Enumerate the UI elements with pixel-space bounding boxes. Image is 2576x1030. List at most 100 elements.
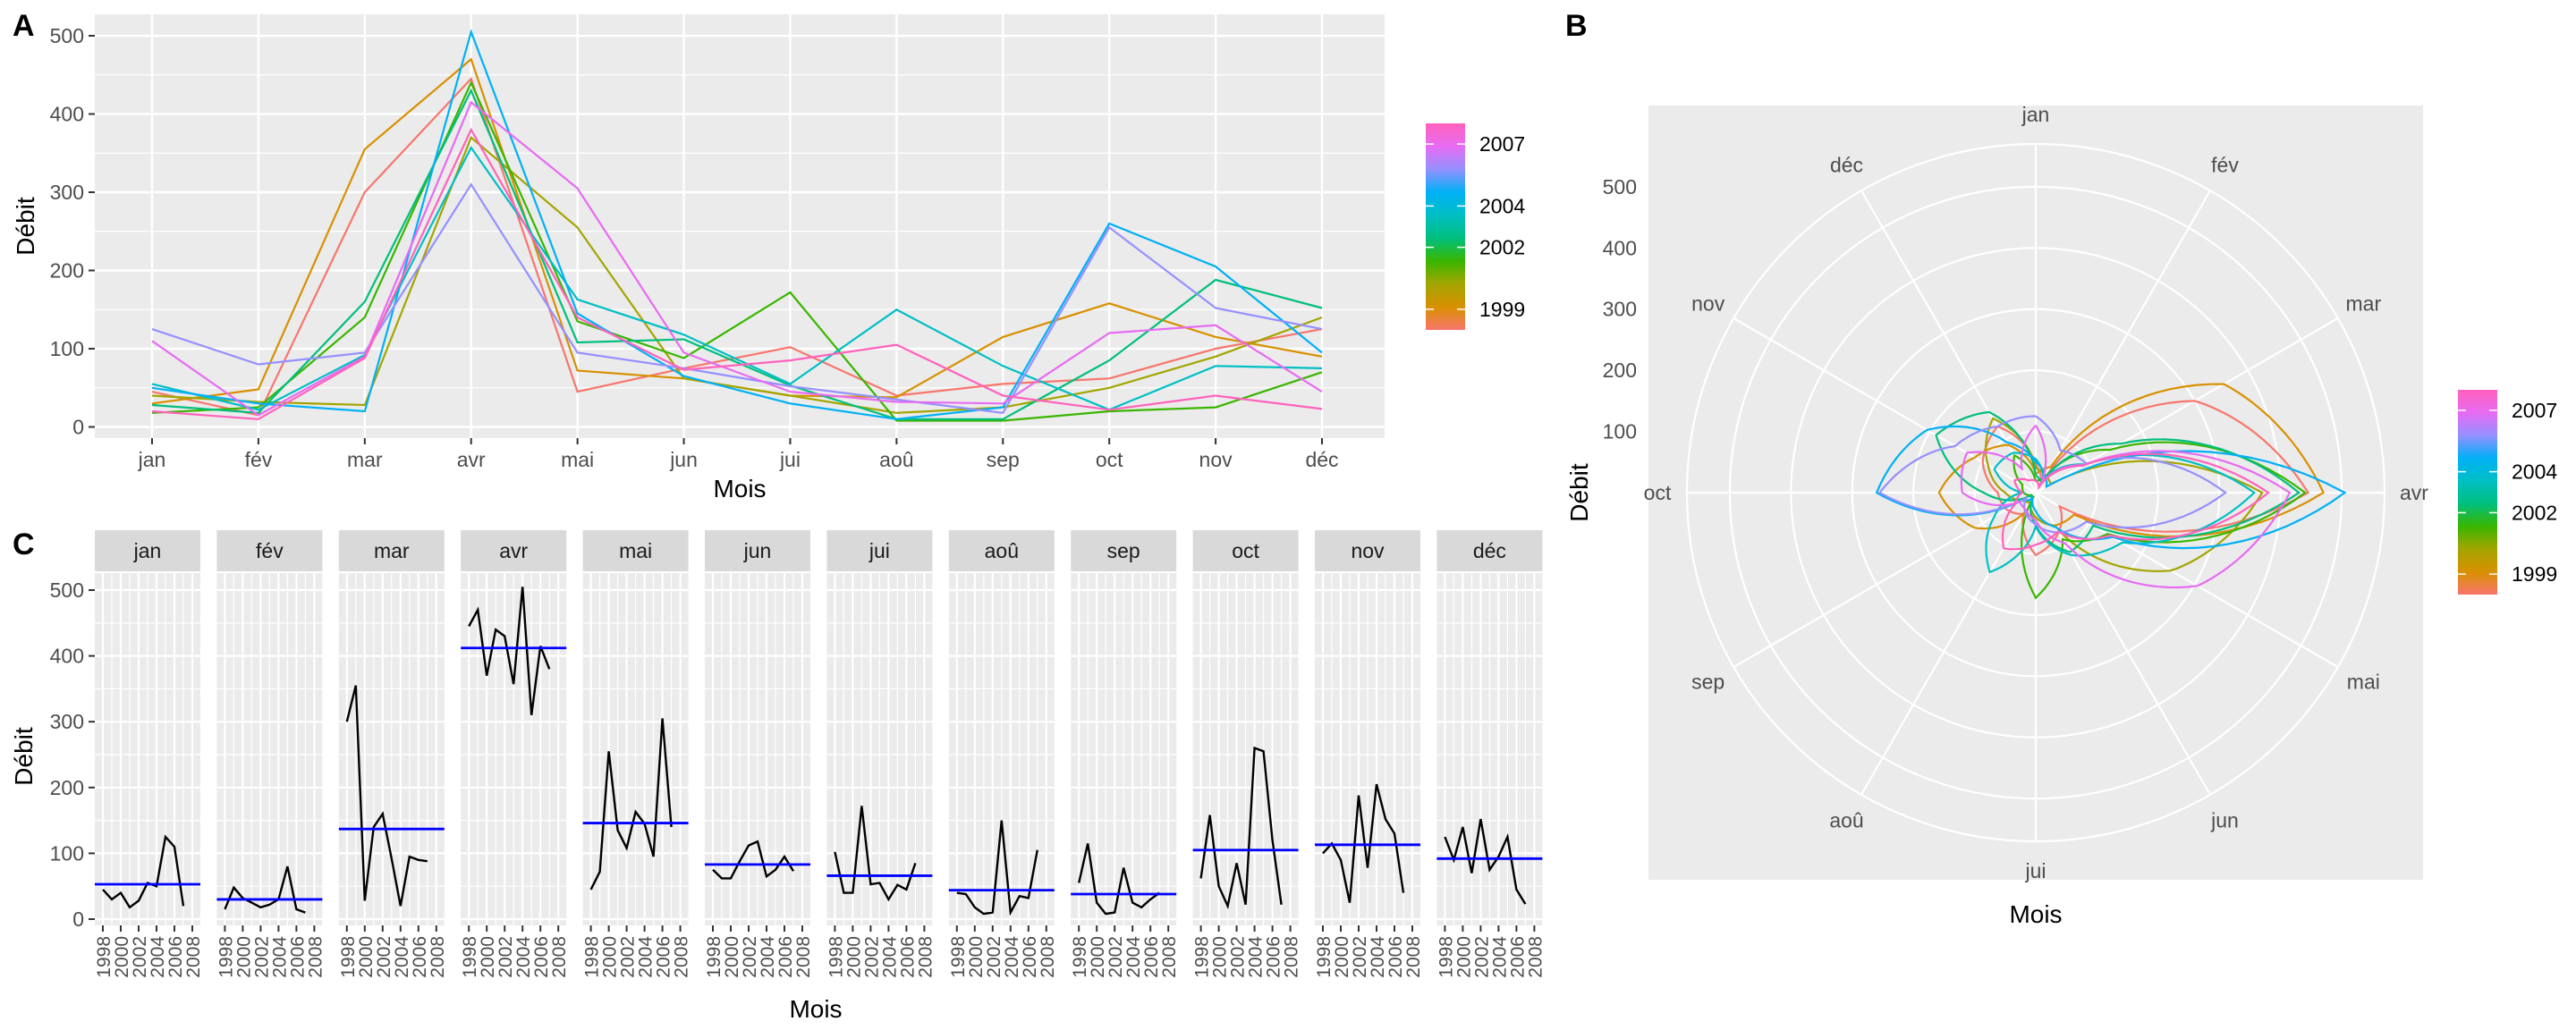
facet-x-tick-label: 2000 [1332, 936, 1352, 978]
facet-x-tick-label: 2008 [1282, 936, 1302, 978]
panel-b-spoke [1733, 317, 2037, 494]
facet-x-tick-label: 2002 [1350, 936, 1370, 978]
panel-b-month-label: avr [2400, 481, 2428, 504]
facet-x-tick-label: 2000 [233, 936, 254, 978]
facet-x-tick-label: 2004 [1246, 936, 1267, 978]
facet-x-tick-label: 2004 [1368, 936, 1388, 978]
facet-strip-label: oct [1232, 539, 1259, 562]
facet-x-tick-label: 2002 [130, 936, 150, 978]
panel-b-month-label: mai [2347, 671, 2380, 694]
panel-b-spoke [1733, 492, 2037, 668]
facet-x-tick-label: 2002 [861, 936, 882, 978]
panel-a-series-line-2005 [151, 182, 1323, 414]
panel-b-month-label: sep [1691, 671, 1724, 694]
panel-label-a: A [13, 9, 35, 43]
panel-b-series-line-2004 [1875, 425, 2347, 550]
facet-x-tick-label: 2008 [305, 936, 326, 978]
facet-x-tick-label: 2000 [1088, 936, 1108, 978]
panel-b-month-label: déc [1830, 154, 1863, 177]
panel-a-y-tick-label: 400 [50, 103, 84, 126]
facet-strip [461, 530, 567, 571]
facet-x-tick-label: 2006 [410, 936, 430, 978]
facet-x-tick-label: 2004 [1489, 936, 1510, 978]
facet-x-tick-label: 2000 [722, 936, 742, 978]
panel-a-series-line-2004 [151, 29, 1323, 420]
facet-x-tick-label: 2000 [1453, 936, 1474, 978]
facet-series-line [468, 587, 551, 715]
panel-b-month-label: oct [1644, 481, 1672, 504]
facet-strip-label: déc [1473, 539, 1506, 562]
facet-strip [705, 530, 810, 571]
panel-b-x-axis-title: Mois [2009, 900, 2062, 928]
facet-x-tick-label: 1998 [582, 936, 603, 978]
facet-strip [216, 530, 323, 571]
panel-b-series-line-2001 [2012, 441, 2307, 600]
panel-c-x-axis-title: Mois [789, 995, 842, 1023]
facet-series-line [834, 806, 917, 902]
facet-x-tick-label: 2006 [1385, 936, 1406, 978]
legend-year-label: 2002 [2512, 501, 2557, 524]
panel-c-y-tick-label: 200 [50, 776, 84, 799]
panel-b-series-line-2007 [2001, 452, 2270, 551]
panel-a-x-tick-label: fév [245, 448, 273, 471]
facet-x-tick-label: 2006 [1020, 936, 1040, 978]
panel-b-radius-tick-label: 100 [1603, 420, 1637, 443]
panel-a-series-line-2001 [151, 80, 1323, 422]
facet-series-line [345, 685, 428, 907]
facet-strip-label: nov [1351, 539, 1385, 562]
panel-c-y-tick-label: 0 [72, 908, 84, 931]
facet-x-tick-label: 2006 [775, 936, 796, 978]
facet-strip-label: sep [1107, 539, 1140, 562]
panel-c-y-tick-label: 100 [50, 841, 84, 865]
panel-b-month-label: jui [2024, 859, 2046, 882]
facet-x-tick-label: 1998 [704, 936, 724, 978]
panel-a-series-line-2003 [151, 145, 1323, 411]
facet-x-tick-label: 1998 [826, 936, 846, 978]
facet-strip-label: mar [374, 539, 410, 562]
facet-x-tick-label: 2000 [966, 936, 987, 978]
panel-a-y-tick-label: 500 [50, 24, 84, 47]
facet-x-tick-label: 1998 [948, 936, 969, 978]
panel-b-polar-chart: 100 200 300 400 500 jan fév mar avr mai jun jui aoû s… [1565, 103, 2557, 928]
panel-b-month-label: jan [2021, 103, 2050, 126]
panel-a-x-axis-title: Mois [713, 475, 766, 502]
facet-x-tick-label: 2008 [549, 936, 570, 978]
panel-b-radius-tick-label: 200 [1603, 359, 1637, 382]
legend-year-label: 2004 [2512, 460, 2557, 484]
facet-x-tick-label: 2006 [1507, 936, 1528, 978]
facet-x-tick-label: 2006 [165, 936, 186, 978]
panel-b-radius-tick-label: 400 [1603, 236, 1637, 259]
facet-x-tick-label: 2004 [1123, 936, 1144, 978]
panel-a-series-line-2006 [151, 100, 1323, 417]
facet-x-tick-label: 2006 [531, 936, 552, 978]
panel-c-y-axis-title: Débit [10, 727, 38, 786]
facet-strip [338, 530, 445, 571]
panel-b-month-label: fév [2211, 154, 2239, 177]
facet-x-tick-label: 1998 [1436, 936, 1456, 978]
facet-x-tick-label: 2000 [600, 936, 621, 978]
panel-c-y-tick-label: 400 [50, 645, 84, 668]
facet-x-tick-label: 2008 [1525, 936, 1546, 978]
panel-a-y-tick-label: 0 [72, 416, 84, 439]
facet-series-line [1078, 843, 1160, 916]
facet-strip [1315, 530, 1420, 571]
facet-x-tick-label: 2000 [1210, 936, 1231, 978]
facet-x-tick-label: 2008 [428, 936, 448, 978]
panel-a-x-tick-label: nov [1199, 448, 1233, 471]
panel-a-series-line-2002 [151, 88, 1323, 420]
facet-x-tick-label: 2008 [1038, 936, 1058, 978]
facet-x-tick-label: 2002 [984, 936, 1004, 978]
panel-b-legend: 2007 2004 2002 1999 [2458, 390, 2557, 595]
facet-x-tick-label: 2002 [374, 936, 394, 978]
panel-b-spoke [1860, 492, 2037, 796]
facet-x-tick-label: 2004 [148, 936, 168, 978]
facet-series-line [1322, 783, 1405, 903]
